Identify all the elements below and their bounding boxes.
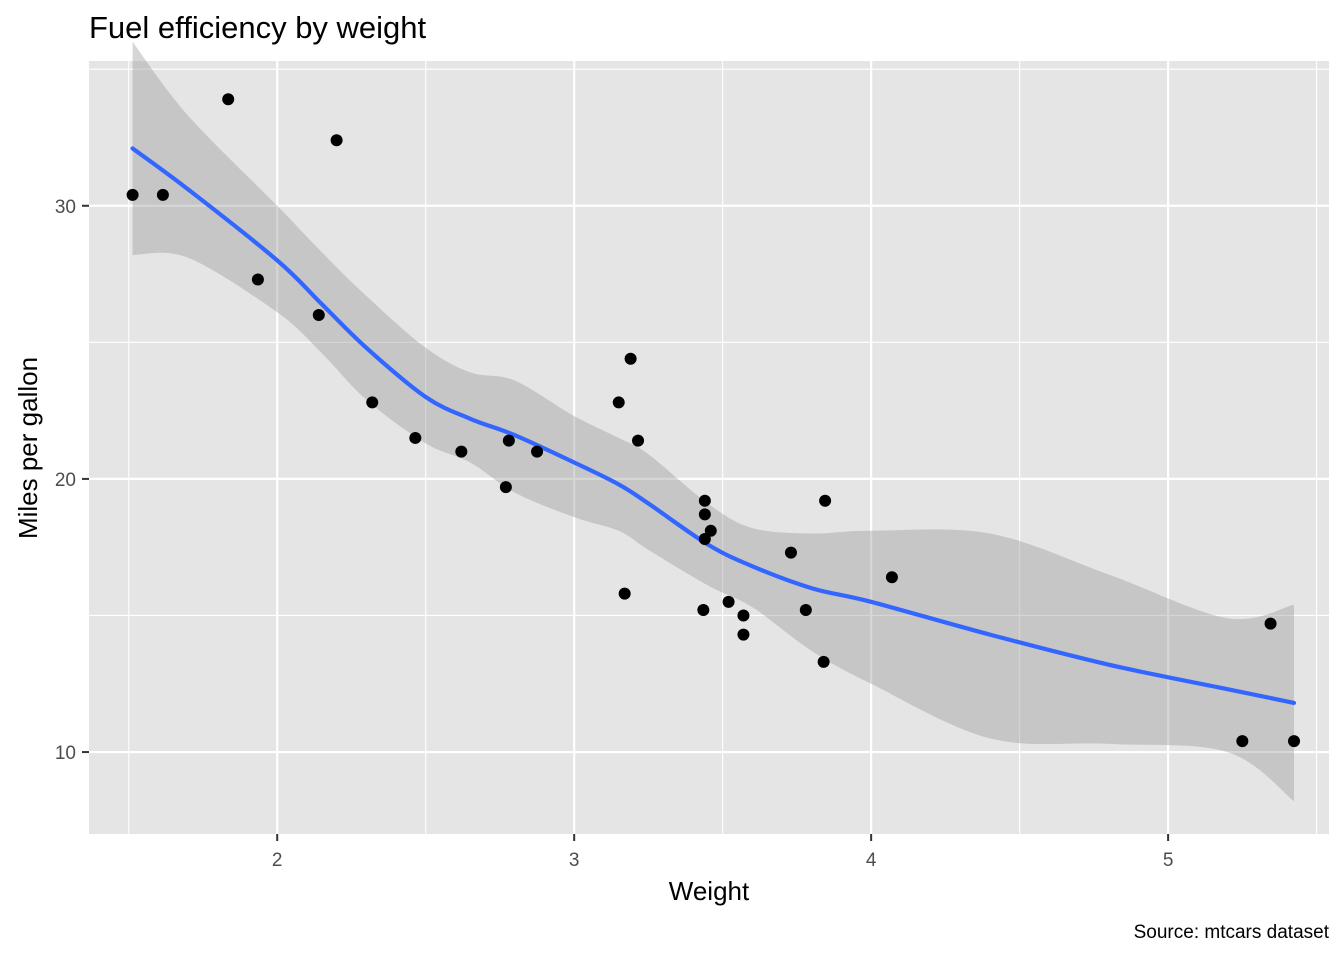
y-tick-label-2: 30 [55,197,76,218]
point-layer [126,93,1301,748]
data-point-3 [632,434,645,447]
confidence-band [132,41,1295,802]
x-tick-label-3: 5 [1163,850,1174,871]
data-point-29 [499,481,512,494]
smooth-line-layer [130,146,1297,705]
data-point-23 [817,655,830,668]
data-point-10 [698,533,711,546]
chart-title: Fuel efficiency by weight [89,10,427,45]
data-point-16 [1264,617,1277,630]
data-point-28 [618,587,631,600]
minor-gridlines [89,61,1329,834]
smooth-line [130,146,1297,705]
x-tick-label-1: 3 [569,850,580,871]
y-tick-label-0: 10 [55,743,76,764]
plot-panel [89,61,1329,834]
data-point-9 [698,494,711,507]
x-tick-label-2: 4 [866,850,877,871]
chart-caption: Source: mtcars dataset [1134,922,1330,943]
major-gridlines [89,61,1329,834]
y-axis: 10 20 30 [55,197,89,764]
data-point-20 [409,431,422,444]
data-point-15 [1288,735,1301,748]
data-point-22 [697,604,710,617]
data-point-4 [698,508,711,521]
data-point-19 [222,93,235,106]
data-point-24 [819,494,832,507]
x-axis: 2 3 4 5 [272,834,1173,871]
data-point-27 [126,188,139,201]
data-point-6 [737,628,750,641]
data-point-11 [885,571,898,584]
data-point-13 [799,604,812,617]
data-point-2 [366,396,379,409]
data-point-31 [502,434,515,447]
y-axis-title: Miles per gallon [13,357,43,539]
data-point-0 [455,445,468,458]
data-point-30 [737,609,750,622]
x-tick-label-0: 2 [272,850,283,871]
y-tick-label-1: 20 [55,470,76,491]
data-point-1 [531,445,544,458]
data-point-21 [722,595,735,608]
data-point-18 [156,188,169,201]
confidence-band-layer [132,41,1295,802]
data-point-17 [330,134,343,147]
data-point-8 [612,396,625,409]
data-point-7 [624,352,637,365]
data-point-26 [312,309,325,322]
x-axis-title: Weight [669,876,750,906]
data-point-14 [1236,735,1249,748]
data-point-12 [784,546,797,559]
data-point-25 [251,273,264,286]
